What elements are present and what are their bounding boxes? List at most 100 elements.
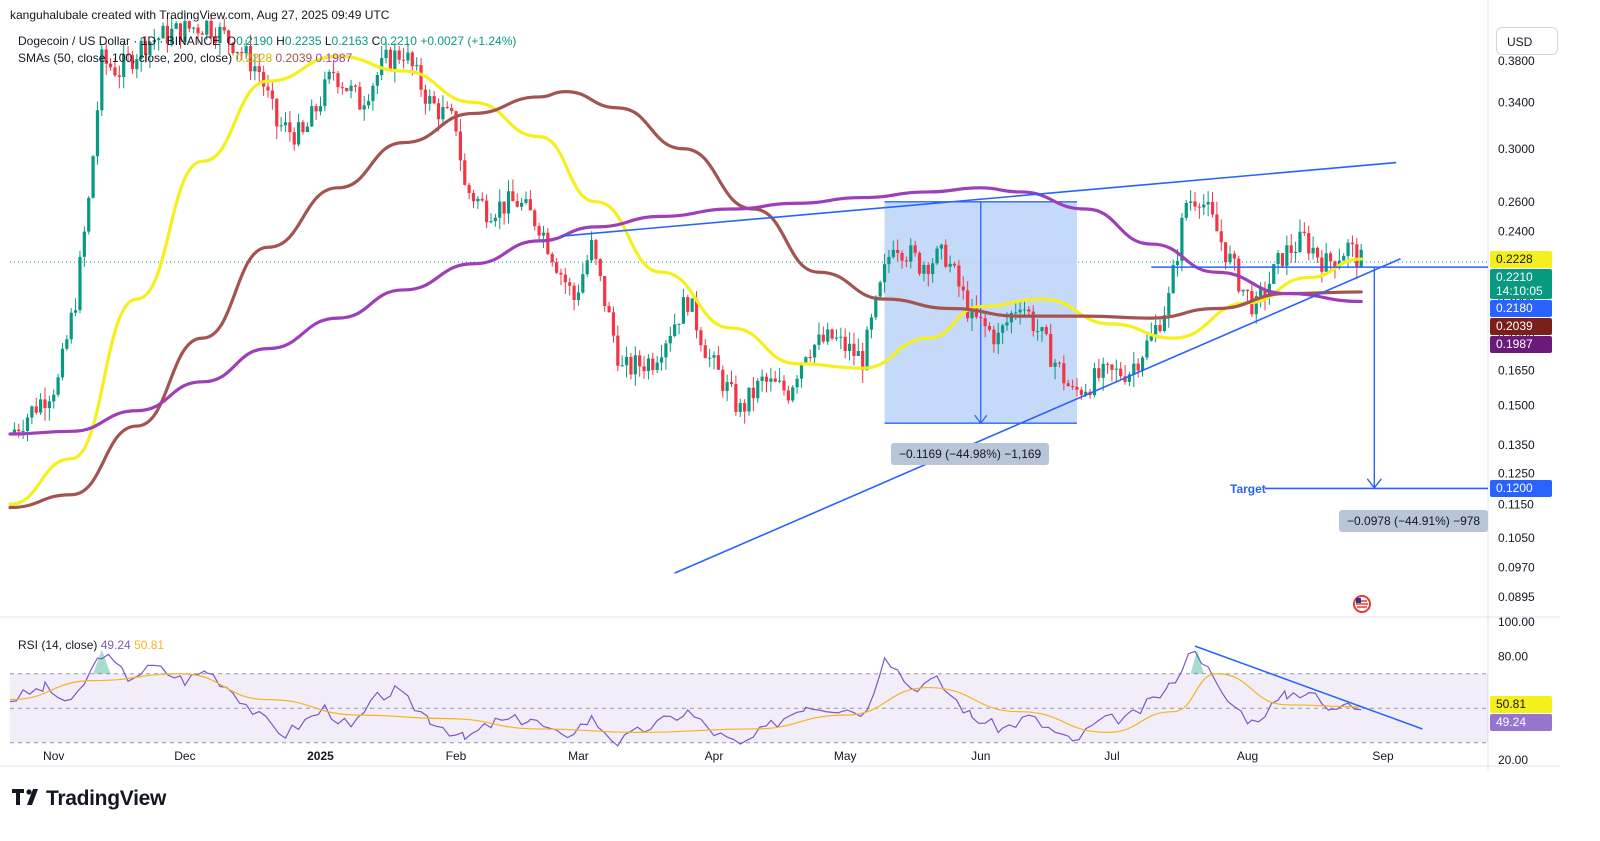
candle-body bbox=[572, 285, 576, 300]
candle-body bbox=[1171, 265, 1175, 293]
candle-body bbox=[126, 54, 130, 56]
candle-body bbox=[323, 79, 327, 107]
candle-body bbox=[734, 384, 738, 412]
candle-body bbox=[1241, 289, 1245, 292]
candle-body bbox=[585, 260, 589, 275]
candle-body bbox=[1276, 253, 1280, 265]
candle-body bbox=[786, 390, 790, 401]
candle-body bbox=[961, 286, 965, 291]
candle-body bbox=[1293, 251, 1298, 253]
credit-text: kanguhalubale created with TradingView.c… bbox=[10, 8, 390, 22]
candle-body bbox=[117, 75, 121, 78]
candle-body bbox=[904, 260, 909, 262]
candle-body bbox=[1302, 231, 1306, 234]
candle-body bbox=[340, 87, 344, 89]
candle-body bbox=[1350, 242, 1355, 245]
candle-body bbox=[795, 378, 799, 388]
candle-body bbox=[1189, 201, 1193, 203]
candle-body bbox=[187, 21, 191, 29]
candle-body bbox=[887, 256, 891, 265]
candle-body bbox=[1132, 363, 1136, 375]
candle-body bbox=[686, 297, 690, 312]
candle-body bbox=[769, 378, 773, 382]
measure-label-1: −0.1169 (−44.98%) −1,169 bbox=[891, 443, 1050, 465]
sma-legend[interactable]: SMAs (50, close, 100, close, 200, close)… bbox=[18, 51, 352, 65]
candle-body bbox=[568, 282, 572, 286]
candle-body bbox=[1263, 289, 1267, 298]
candle-body bbox=[480, 198, 484, 201]
ohlc-values: O0.2190 H0.2235 L0.2163 C0.2210 +0.0027 … bbox=[226, 34, 517, 48]
candle-body bbox=[489, 221, 493, 223]
ohlc-close: 0.2210 bbox=[380, 34, 417, 48]
candle-body bbox=[1018, 309, 1022, 313]
candle-body bbox=[25, 417, 30, 431]
candle-body bbox=[826, 329, 830, 342]
x-tick-label: Feb bbox=[446, 749, 467, 763]
candle-body bbox=[537, 226, 541, 236]
candle-body bbox=[616, 335, 620, 366]
x-tick-label: Apr bbox=[705, 749, 724, 763]
candle-body bbox=[655, 362, 659, 371]
candle-body bbox=[939, 244, 944, 249]
currency-button[interactable]: USD bbox=[1496, 27, 1558, 55]
candle-body bbox=[1197, 206, 1201, 208]
rsi-line bbox=[9, 650, 1362, 747]
candle-body bbox=[327, 71, 331, 80]
candle-body bbox=[970, 307, 974, 319]
candle-body bbox=[108, 63, 113, 68]
candle-body bbox=[808, 357, 812, 359]
candle-body bbox=[909, 245, 913, 262]
candle-body bbox=[240, 52, 244, 54]
candle-body bbox=[1193, 201, 1197, 207]
grid bbox=[0, 0, 1560, 770]
candle-body bbox=[485, 200, 489, 223]
tradingview-logo[interactable]: TradingView bbox=[12, 787, 166, 811]
y-tick-label: 0.1150 bbox=[1498, 497, 1534, 511]
candle-body bbox=[436, 103, 441, 120]
candle-body bbox=[266, 86, 270, 91]
candle-body bbox=[629, 356, 633, 375]
candle-body bbox=[463, 160, 467, 185]
candle-body bbox=[957, 265, 961, 287]
candle-body bbox=[869, 317, 874, 330]
candle-body bbox=[1145, 340, 1149, 358]
candle-body bbox=[1328, 253, 1333, 262]
candle-body bbox=[73, 310, 78, 313]
sma-line-sma100 bbox=[8, 89, 1363, 510]
candle-body bbox=[1346, 242, 1350, 256]
candle-body bbox=[283, 122, 288, 126]
sma-line-sma50 bbox=[8, 54, 1363, 506]
candle-body bbox=[502, 201, 506, 214]
candle-body bbox=[948, 263, 952, 267]
candle-body bbox=[1324, 253, 1328, 272]
candle-body bbox=[1040, 327, 1044, 332]
candle-body bbox=[874, 296, 878, 318]
candle-body bbox=[1215, 214, 1219, 232]
x-tick-label: Jun bbox=[971, 749, 990, 763]
candle-body bbox=[1206, 201, 1210, 205]
candle-body bbox=[1062, 363, 1066, 384]
candle-body bbox=[1224, 242, 1228, 263]
candle-body bbox=[852, 343, 856, 356]
rsi-legend[interactable]: RSI (14, close) 49.24 50.81 bbox=[18, 638, 164, 652]
candle-body bbox=[1167, 292, 1171, 316]
candle-body bbox=[1049, 333, 1053, 367]
candle-body bbox=[196, 27, 200, 34]
candle-body bbox=[1307, 233, 1311, 254]
candle-body bbox=[694, 298, 699, 331]
candle-body bbox=[520, 202, 524, 207]
rsi-overbought-fill bbox=[1190, 649, 1204, 674]
measure-label-2: −0.0978 (−44.91%) −978 bbox=[1339, 510, 1489, 532]
candle-body bbox=[467, 184, 471, 194]
symbol-legend: Dogecoin / US Dollar · 1D · BINANCE O0.2… bbox=[18, 34, 516, 48]
rsi-label: RSI (14, close) bbox=[18, 638, 98, 652]
candle-body bbox=[611, 312, 616, 336]
candle-body bbox=[1315, 247, 1320, 258]
candle-body bbox=[896, 249, 900, 254]
candle-body bbox=[458, 131, 462, 161]
candle-body bbox=[1289, 245, 1293, 253]
candle-body bbox=[773, 378, 777, 382]
candle-body bbox=[1272, 264, 1276, 284]
rsi-tick-label: 100.00 bbox=[1498, 615, 1535, 629]
